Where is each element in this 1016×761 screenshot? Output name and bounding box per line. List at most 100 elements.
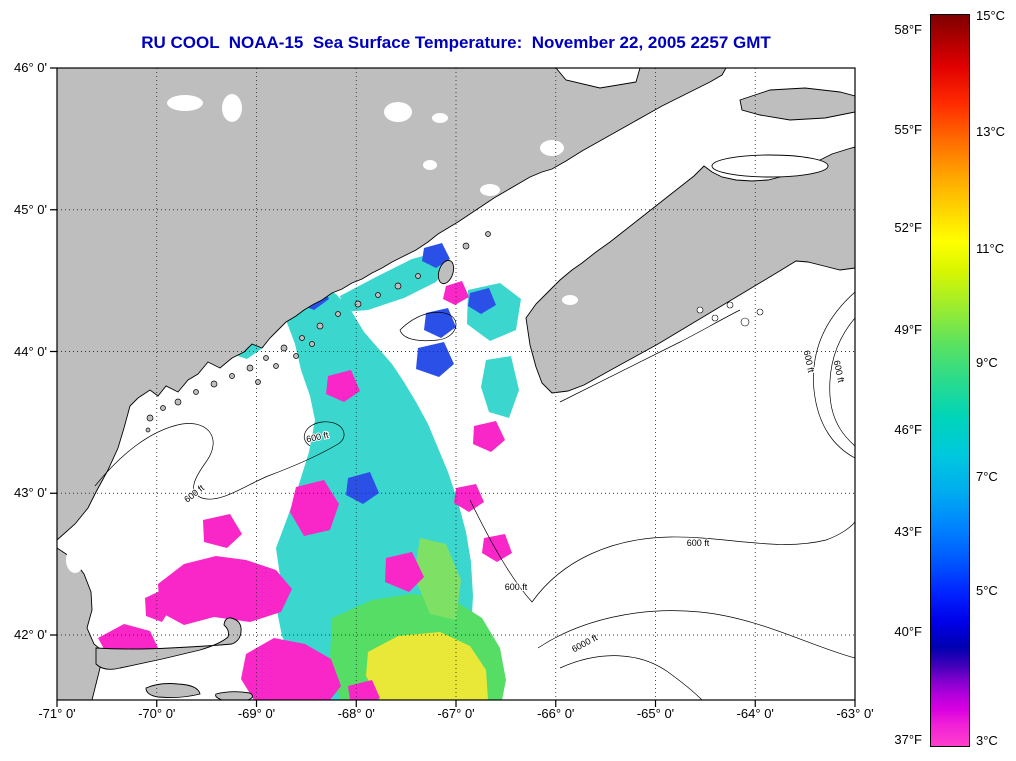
x-axis-tick-label: -67° 0' [437, 706, 474, 721]
fahrenheit-scale-label: 37°F [894, 732, 922, 747]
island [273, 363, 279, 369]
cloud-patch [167, 95, 203, 111]
land-nova-scotia [525, 146, 855, 394]
island [146, 414, 154, 422]
island [462, 242, 470, 250]
land-layer [57, 68, 855, 700]
cloud-patch [480, 184, 500, 196]
island-grand-manan [437, 259, 455, 285]
cloud-patches-over-land [66, 94, 578, 573]
y-axis-tick-label: 46° 0' [14, 60, 47, 75]
sst-patch-magenta [454, 484, 484, 512]
contour-label: 600 ft [687, 538, 710, 548]
land-cape-cod [95, 617, 242, 670]
x-axis-labels: -71° 0' -70° 0' -69° 0' -68° 0' -67° 0' … [38, 706, 873, 721]
land-prince-edward-island [739, 87, 855, 121]
land-southeast-massachusetts [57, 547, 107, 700]
island [174, 398, 182, 406]
land-mainland-maine-newbrunswick [57, 68, 727, 541]
cloud-patch [562, 295, 578, 305]
lake [711, 314, 719, 322]
island [229, 373, 235, 379]
x-axis-tick-label: -70° 0' [138, 706, 175, 721]
graticule [57, 68, 855, 700]
sst-patch-magenta [482, 534, 512, 562]
island [193, 389, 199, 395]
graticule-meridians [156, 68, 756, 700]
sst-patch-blue [422, 243, 450, 268]
water-strait-notch [555, 68, 641, 89]
fahrenheit-scale-label: 55°F [894, 122, 922, 137]
sst-patch-magenta [158, 556, 292, 625]
island [263, 355, 269, 361]
lake [726, 301, 734, 309]
island [375, 292, 381, 298]
sst-patch-blue [416, 342, 454, 377]
celsius-scale-label: 3°C [976, 733, 998, 748]
sst-patch-blue [424, 308, 456, 338]
contour-label: 600 ft [505, 582, 528, 592]
island [309, 341, 315, 347]
figure-title: RU COOL NOAA-15 Sea Surface Temperature:… [141, 33, 771, 52]
fahrenheit-scale-label: 58°F [894, 22, 922, 37]
island [299, 335, 305, 341]
island [335, 311, 341, 317]
cloud-patch [222, 94, 242, 122]
y-axis-tick-label: 44° 0' [14, 344, 47, 359]
cloud-patch [66, 547, 84, 573]
x-axis-tick-label: -66° 0' [537, 706, 574, 721]
sst-data-layer [75, 243, 521, 700]
land-nantucket [215, 691, 253, 700]
colorbar-gradient [930, 14, 970, 747]
contour-line-600ft [399, 311, 457, 342]
sst-patch-magenta [473, 421, 505, 452]
y-axis-tick-label: 42° 0' [14, 627, 47, 642]
lake [740, 317, 750, 327]
sst-patch-blue [468, 288, 496, 314]
x-axis-tick-label: -71° 0' [38, 706, 75, 721]
sst-patch-magenta [203, 514, 242, 548]
celsius-scale-label: 15°C [976, 8, 1006, 23]
contour-line-600ft-georges-bank [469, 499, 855, 603]
island [145, 427, 151, 433]
x-axis-tick-label: -65° 0' [637, 706, 674, 721]
cloud-patch [384, 102, 412, 122]
contour-line-6000ft [559, 655, 703, 700]
x-axis-tick-label: -63° 0' [836, 706, 873, 721]
sst-patch-green [414, 538, 461, 620]
fahrenheit-scale-label: 43°F [894, 524, 922, 539]
celsius-scale-label: 11°C [976, 241, 1005, 256]
island [210, 380, 218, 388]
celsius-scale-label: 7°C [976, 469, 998, 484]
sst-patch-magenta [145, 590, 172, 622]
y-axis-tick-label: 43° 0' [14, 485, 47, 500]
contour-line-600ft [559, 309, 741, 403]
sst-patch-magenta [290, 480, 339, 536]
fahrenheit-scale-label: 52°F [894, 220, 922, 235]
fahrenheit-scale-label: 46°F [894, 422, 922, 437]
contour-line-600ft [537, 610, 855, 659]
celsius-scale-label: 5°C [976, 583, 998, 598]
island [246, 364, 254, 372]
sst-patch-cyan [481, 356, 519, 418]
lake [696, 306, 704, 314]
fahrenheit-scale-label: 40°F [894, 624, 922, 639]
celsius-scale-label: 9°C [976, 355, 998, 370]
coastal-islands [145, 231, 491, 433]
sst-patch-yellow [366, 632, 488, 700]
celsius-scale-label: 13°C [976, 124, 1006, 139]
cloud-patch [540, 140, 564, 156]
island [316, 322, 324, 330]
lake [756, 308, 764, 316]
cloud-patch [423, 160, 437, 170]
island [280, 344, 288, 352]
island [160, 405, 166, 411]
y-axis-labels: 46° 0' 45° 0' 44° 0' 43° 0' 42° 0' [14, 60, 47, 642]
sst-patch-magenta [385, 552, 424, 592]
y-axis-tick-label: 45° 0' [14, 202, 47, 217]
sst-patch-blue [346, 472, 379, 504]
contour-line-600ft-scotian-shelf [829, 317, 855, 447]
contour-label: 600 ft [305, 430, 330, 445]
